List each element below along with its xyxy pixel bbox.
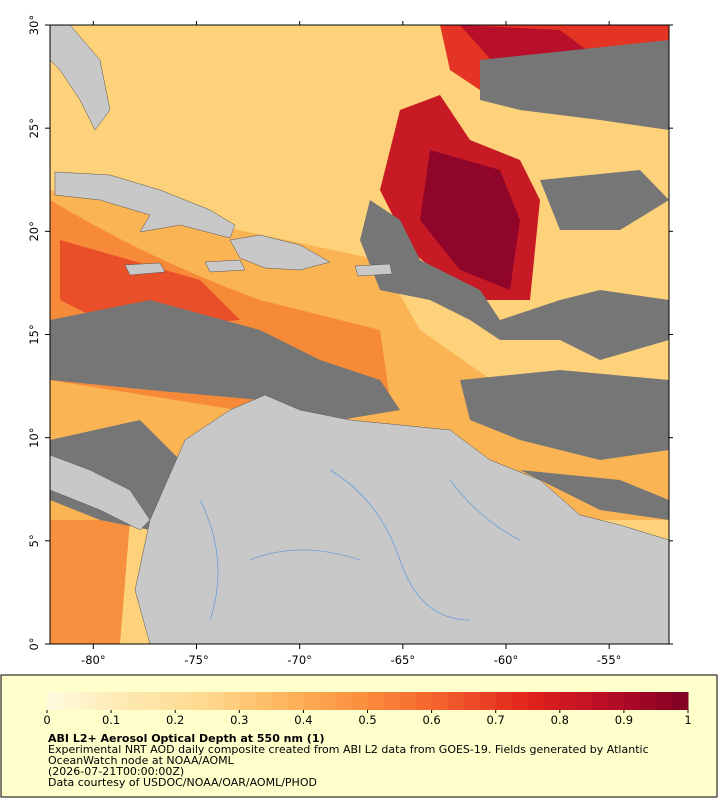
colorbar-swatch <box>319 692 336 710</box>
colorbar-swatch <box>79 692 96 710</box>
caption-line: Data courtesy of USDOC/NOAA/OAR/AOML/PHO… <box>48 776 317 789</box>
colorbar-swatch <box>239 692 256 710</box>
colorbar-swatch <box>543 692 561 710</box>
colorbar-tick-label: 0.5 <box>358 713 376 727</box>
colorbar-swatch <box>383 692 401 710</box>
colorbar-swatch <box>447 692 465 710</box>
axes: -80° -75° -70° -65° -60° -55° 0° 5° 10° 15° 20° 25°… <box>27 15 673 667</box>
colorbar-swatch <box>591 692 609 710</box>
colorbar-swatch <box>143 692 160 710</box>
colorbar-tick-label: 1 <box>684 713 691 727</box>
x-tick-label: -75° <box>184 653 209 667</box>
y-tick-label: 0° <box>27 637 41 650</box>
colorbar-tick-label: 0.2 <box>166 713 184 727</box>
colorbar-swatch <box>255 692 272 710</box>
colorbar-swatch <box>655 692 673 710</box>
colorbar-swatch <box>495 692 513 710</box>
colorbar-tick-label: 0.4 <box>294 713 312 727</box>
colorbar-swatch <box>607 692 625 710</box>
x-tick-label: -60° <box>494 653 519 667</box>
colorbar-swatch <box>191 692 208 710</box>
y-tick-label: 25° <box>27 118 41 138</box>
legend-title: ABI L2+ Aerosol Optical Depth at 550 nm … <box>48 732 325 745</box>
colorbar-swatch <box>175 692 192 710</box>
colorbar-tick-label: 0 <box>43 713 50 727</box>
colorbar-swatch <box>335 692 352 710</box>
colorbar-tick-label: 0.9 <box>615 713 633 727</box>
colorbar-swatch <box>527 692 545 710</box>
y-tick-label: 10° <box>27 427 41 447</box>
colorbar-swatch <box>95 692 112 710</box>
x-tick-label: -70° <box>287 653 312 667</box>
y-tick-label: 20° <box>27 221 41 241</box>
aod-map <box>50 25 669 644</box>
colorbar-tick-label: 0.8 <box>551 713 569 727</box>
colorbar-swatch <box>207 692 224 710</box>
colorbar-swatch <box>399 692 417 710</box>
y-tick-label: 15° <box>27 324 41 344</box>
colorbar-swatch <box>111 692 128 710</box>
colorbar-swatch <box>511 692 529 710</box>
colorbar-swatch <box>431 692 449 710</box>
caption-line: OceanWatch node at NOAA/AOML <box>48 754 235 767</box>
colorbar-swatch <box>479 692 497 710</box>
colorbar-swatch <box>223 692 240 710</box>
colorbar-swatch <box>415 692 433 710</box>
colorbar-swatch <box>367 692 385 710</box>
colorbar-swatch <box>63 692 80 710</box>
colorbar-tick-label: 0.7 <box>487 713 505 727</box>
colorbar-swatch <box>463 692 481 710</box>
colorbar-tick-label: 0.6 <box>422 713 440 727</box>
colorbar-swatch <box>575 692 593 710</box>
caption-line: (2026-07-21T00:00:00Z) <box>48 765 184 778</box>
colorbar: 0 0.1 0.2 0.3 0.4 0.5 0.6 0.7 0.8 0.9 1 <box>43 692 692 727</box>
x-tick-label: -65° <box>391 653 416 667</box>
x-tick-label: -55° <box>597 653 622 667</box>
colorbar-swatch <box>303 692 320 710</box>
colorbar-swatch <box>623 692 641 710</box>
colorbar-swatch <box>127 692 144 710</box>
colorbar-swatch <box>351 692 368 710</box>
colorbar-swatch <box>639 692 657 710</box>
colorbar-swatch <box>287 692 304 710</box>
colorbar-swatch <box>159 692 176 710</box>
colorbar-tick-label: 0.3 <box>230 713 248 727</box>
colorbar-swatch <box>271 692 288 710</box>
x-tick-label: -80° <box>81 653 106 667</box>
y-tick-label: 30° <box>27 15 41 35</box>
caption-line: Experimental NRT AOD daily composite cre… <box>48 743 649 756</box>
colorbar-swatch <box>559 692 577 710</box>
colorbar-swatch <box>47 692 64 710</box>
colorbar-tick-label: 0.1 <box>102 713 120 727</box>
colorbar-swatch <box>671 692 689 710</box>
y-tick-label: 5° <box>27 534 41 547</box>
